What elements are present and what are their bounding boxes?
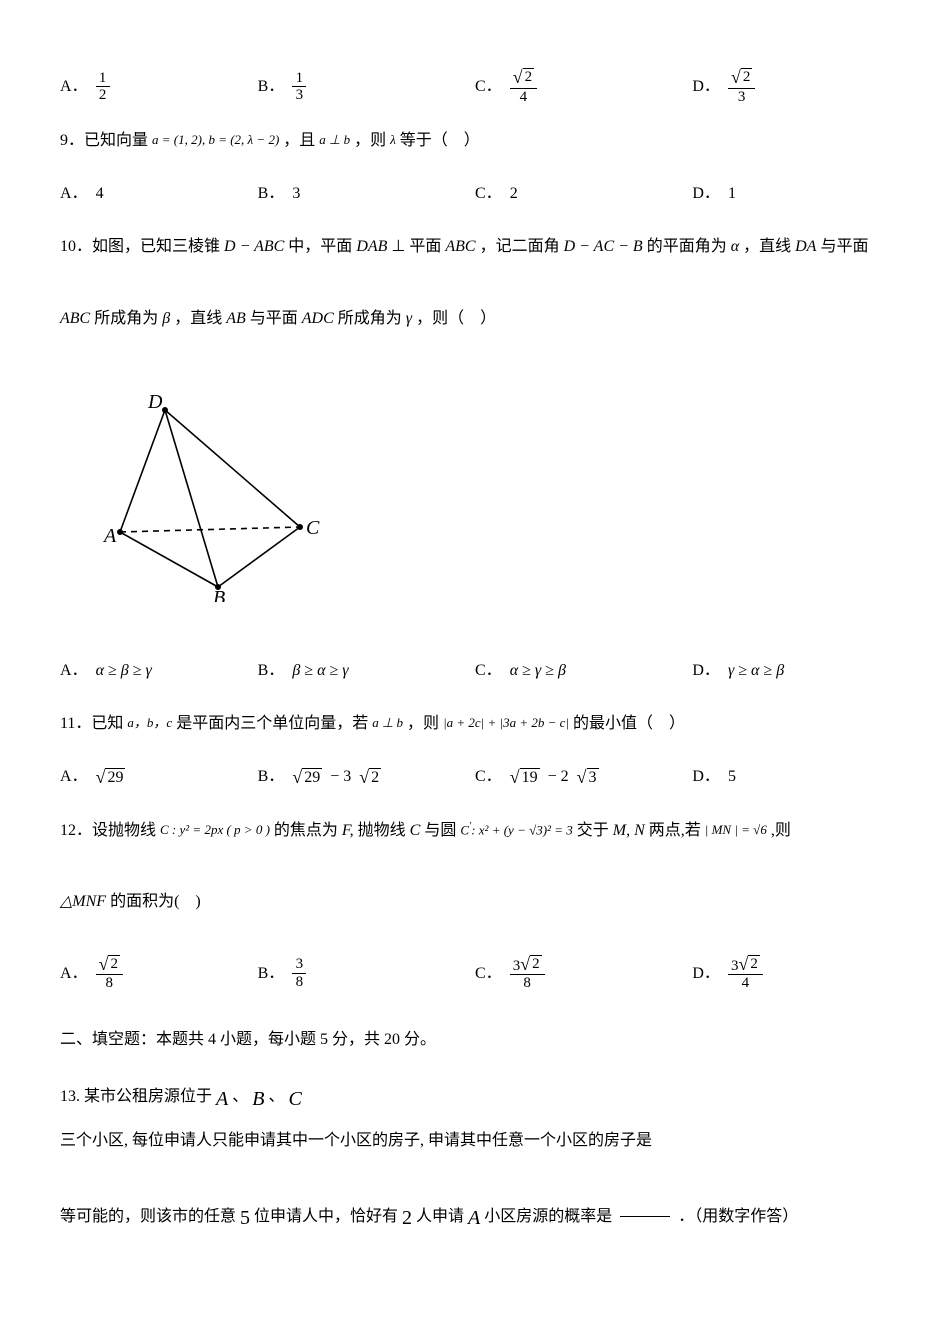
q8-opt-a: A． 1 2 xyxy=(60,69,258,104)
section-heading: 二、填空题：本题共 4 小题，每小题 5 分，共 20 分。 xyxy=(60,1022,890,1057)
q11-options: A． √29 B． √29 − 3 √2 C． √19 − 2 √3 D． 5 xyxy=(60,759,890,794)
q9-stem: 9．已知向量 a = (1, 2), b = (2, λ − 2) ，且 a ⊥… xyxy=(60,123,890,158)
q11-stem: 11．已知 a，b，c 是平面内三个单位向量，若 a ⊥ b ，则 |a + 2… xyxy=(60,706,890,741)
q11-opt-d: D． 5 xyxy=(692,759,890,794)
q12-opt-a: A． √28 xyxy=(60,955,258,992)
node-D: D xyxy=(147,392,163,413)
q12-options: A． √28 B． 38 C． 3√28 D． 3√24 xyxy=(60,955,890,992)
q11-opt-c: C． √19 − 2 √3 xyxy=(475,759,692,794)
q9-opt-d: D．1 xyxy=(692,176,890,211)
q12-stem-1: 12．设抛物线 C : y² = 2px ( p > 0 ) 的焦点为 F, 抛… xyxy=(60,813,890,848)
q10-stem-2: ABC 所成角为 β ，直线 AB 与平面 ADC 所成角为 γ ，则（ ） xyxy=(60,301,890,336)
q10-options: A．α ≥ β ≥ γ B．β ≥ α ≥ γ C．α ≥ γ ≥ β D．γ … xyxy=(60,653,890,688)
q8-opt-b: B． 1 3 xyxy=(258,69,475,104)
q8-options: A． 1 2 B． 1 3 C． √2 4 D． √2 3 xyxy=(60,68,890,105)
fraction: √2 3 xyxy=(728,68,755,105)
q10-opt-d: D．γ ≥ α ≥ β xyxy=(692,653,890,688)
fraction: 1 3 xyxy=(292,70,306,104)
q10-opt-b: B．β ≥ α ≥ γ xyxy=(258,653,475,688)
q9-opt-a: A．4 xyxy=(60,176,258,211)
option-label: C． xyxy=(475,69,502,104)
pyramid-diagram: D A B C xyxy=(100,392,340,602)
q8-opt-d: D． √2 3 xyxy=(692,68,890,105)
node-B: B xyxy=(213,587,225,602)
option-label: D． xyxy=(692,69,720,104)
fraction: 1 2 xyxy=(96,70,110,104)
option-label: B． xyxy=(258,69,285,104)
q11-opt-b: B． √29 − 3 √2 xyxy=(258,759,475,794)
fraction: √2 4 xyxy=(510,68,537,105)
q12-opt-d: D． 3√24 xyxy=(692,955,890,992)
q10-opt-a: A．α ≥ β ≥ γ xyxy=(60,653,258,688)
q11-opt-a: A． √29 xyxy=(60,759,258,794)
q13-stem-1: 13. 某市公租房源位于 A 、 B 、 C 三个小区, 每位申请人只能申请其中… xyxy=(60,1075,890,1158)
q9-opt-b: B．3 xyxy=(258,176,475,211)
q8-opt-c: C． √2 4 xyxy=(475,68,692,105)
q10-stem-1: 10．如图，已知三棱锥 D − ABC 中，平面 DAB ⊥ 平面 ABC ，记… xyxy=(60,229,890,264)
q12-stem-2: △MNF 的面积为( ) xyxy=(60,884,890,919)
vector-expr: a = (1, 2), b = (2, λ − 2) xyxy=(152,126,279,155)
q9-opt-c: C．2 xyxy=(475,176,692,211)
q10-opt-c: C．α ≥ γ ≥ β xyxy=(475,653,692,688)
q13-stem-2: 等可能的，则该市的任意 5 位申请人中，恰好有 2 人申请 A 小区房源的概率是… xyxy=(60,1194,890,1238)
q12-opt-c: C． 3√28 xyxy=(475,955,692,992)
answer-blank xyxy=(620,1216,670,1217)
q12-opt-b: B． 38 xyxy=(258,956,475,991)
option-label: A． xyxy=(60,69,88,104)
q9-options: A．4 B．3 C．2 D．1 xyxy=(60,176,890,211)
node-A: A xyxy=(102,525,117,547)
node-C: C xyxy=(306,517,320,539)
